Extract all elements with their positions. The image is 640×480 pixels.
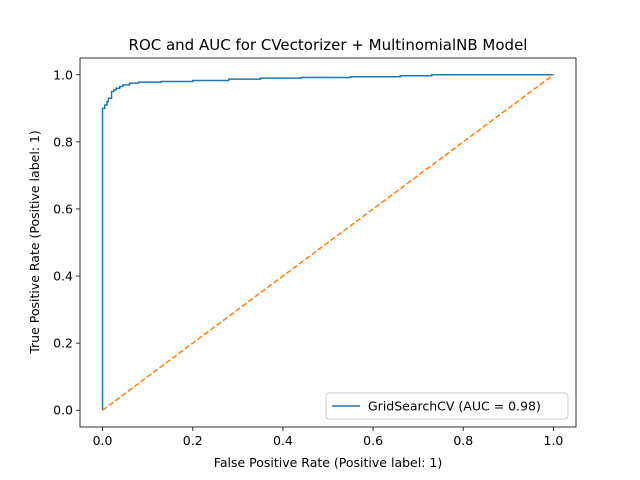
y-tick-label: 0.6 xyxy=(53,201,73,216)
legend-label: GridSearchCV (AUC = 0.98) xyxy=(368,399,541,414)
series-line-0 xyxy=(101,74,554,411)
y-axis-label: True Positive Rate (Positive label: 1) xyxy=(27,130,42,355)
x-tick-label: 0.6 xyxy=(363,433,383,448)
x-tick-label: 0.0 xyxy=(93,433,113,448)
y-tick-label: 0.8 xyxy=(53,134,73,149)
chart-title: ROC and AUC for CVectorizer + Multinomia… xyxy=(129,36,528,54)
legend: GridSearchCV (AUC = 0.98) xyxy=(325,392,569,420)
x-axis-label: False Positive Rate (Positive label: 1) xyxy=(214,455,442,470)
y-tick-label: 1.0 xyxy=(53,67,73,82)
x-tick-label: 1.0 xyxy=(544,433,564,448)
x-axis-ticks: 0.0 0.2 0.4 0.6 0.8 1.0 xyxy=(93,427,564,448)
x-tick-label: 0.2 xyxy=(183,433,203,448)
x-tick-label: 0.8 xyxy=(453,433,473,448)
axes-frame xyxy=(79,57,577,428)
y-axis-ticks: 0.0 0.2 0.4 0.6 0.8 1.0 xyxy=(53,67,80,418)
y-tick-label: 0.2 xyxy=(53,336,73,351)
y-tick-label: 0.4 xyxy=(53,269,73,284)
x-tick-label: 0.4 xyxy=(273,433,293,448)
legend-box xyxy=(325,392,569,420)
plot-area xyxy=(79,57,577,428)
series-line-1 xyxy=(102,74,554,411)
y-tick-label: 0.0 xyxy=(53,403,73,418)
